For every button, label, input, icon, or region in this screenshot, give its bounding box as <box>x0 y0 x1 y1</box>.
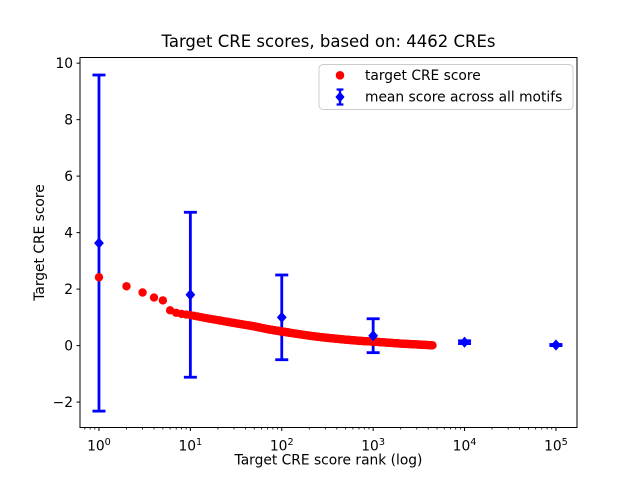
target-score-point <box>158 296 168 305</box>
mean-score-point <box>94 237 104 249</box>
target-score-point <box>428 341 437 350</box>
mean-score-point <box>185 289 196 301</box>
y-tick-label: 8 <box>64 112 73 128</box>
plot-area-border <box>79 57 578 428</box>
legend: target CRE score mean score across all m… <box>318 64 574 110</box>
x-tick-label: 101 <box>178 437 202 455</box>
target-score-point <box>122 282 131 291</box>
y-tick-label: 4 <box>64 225 73 241</box>
x-tick-label: 104 <box>453 437 477 455</box>
mean-score-point <box>551 339 561 351</box>
y-tick-label: 6 <box>64 169 73 185</box>
y-tick-label: −2 <box>53 395 73 411</box>
mean-score-point <box>459 336 470 348</box>
red-scatter-series <box>94 273 437 350</box>
chart-title: Target CRE scores, based on: 4462 CREs <box>160 32 495 51</box>
target-score-point <box>94 273 104 282</box>
x-axis: 100 101 102 103 104 105 <box>84 427 568 455</box>
legend-diamond-errorbar-icon <box>335 88 345 106</box>
x-axis-label: Target CRE score rank (log) <box>234 453 423 469</box>
y-tick-label: 2 <box>64 282 73 298</box>
y-axis-label: Target CRE score <box>32 184 48 301</box>
y-axis: −2 0 2 4 6 8 10 <box>53 56 80 411</box>
mean-score-point <box>368 330 379 342</box>
x-tick-label: 105 <box>544 437 568 455</box>
mean-score-point <box>276 311 287 323</box>
blue-diamond-series <box>94 237 561 351</box>
x-tick-label: 100 <box>87 437 111 455</box>
target-score-point <box>138 288 147 297</box>
legend-circle-marker-icon <box>335 71 345 80</box>
errorbar-lines-layer <box>92 73 563 413</box>
legend-box <box>318 64 574 110</box>
y-tick-label: 0 <box>64 338 73 354</box>
legend-entry-target: target CRE score <box>365 68 481 84</box>
x-tick-label: 102 <box>270 437 294 455</box>
y-tick-label: 10 <box>55 56 73 72</box>
x-tick-label: 103 <box>361 437 385 455</box>
legend-entry-mean: mean score across all motifs <box>365 90 562 106</box>
target-score-point <box>149 293 159 302</box>
